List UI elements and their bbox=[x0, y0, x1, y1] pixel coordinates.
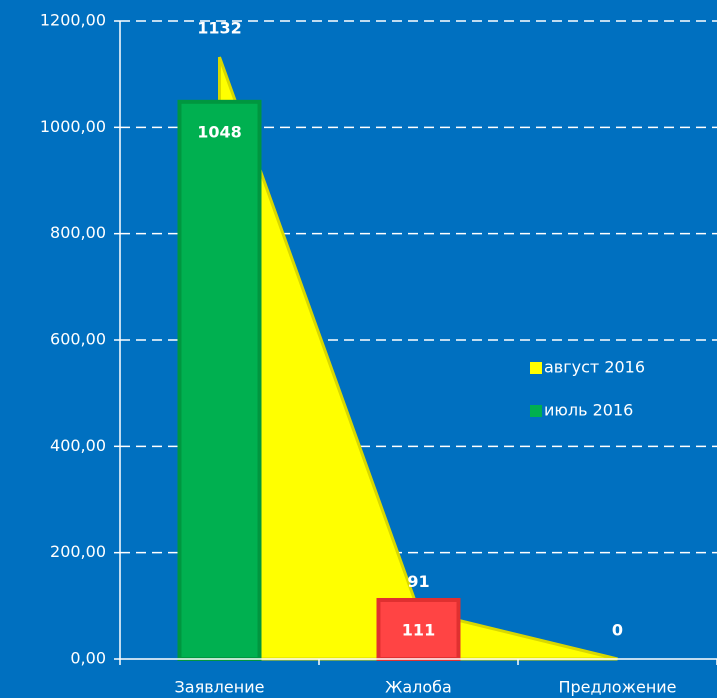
y-tick-label: 1200,00 bbox=[40, 11, 106, 30]
data-label: 0 bbox=[612, 621, 623, 640]
x-tick-label: Жалоба bbox=[385, 678, 452, 697]
x-tick-label: Предложение bbox=[558, 678, 676, 697]
legend-swatch bbox=[530, 362, 542, 374]
bar bbox=[177, 99, 262, 661]
legend-label: июль 2016 bbox=[544, 401, 633, 420]
bar bbox=[376, 597, 461, 661]
y-tick-label: 0,00 bbox=[70, 649, 106, 668]
y-tick-label: 1000,00 bbox=[40, 117, 106, 136]
data-label: 1048 bbox=[197, 122, 242, 141]
y-tick-label: 400,00 bbox=[50, 436, 106, 455]
y-tick-label: 200,00 bbox=[50, 542, 106, 561]
y-tick-label: 600,00 bbox=[50, 330, 106, 349]
y-tick-label: 800,00 bbox=[50, 223, 106, 242]
legend-label: август 2016 bbox=[544, 358, 645, 377]
x-tick-label: Заявление bbox=[175, 678, 265, 697]
data-label: 111 bbox=[402, 620, 435, 639]
data-label: 91 bbox=[407, 572, 429, 591]
legend-swatch bbox=[530, 405, 542, 417]
data-label: 1132 bbox=[197, 19, 242, 38]
